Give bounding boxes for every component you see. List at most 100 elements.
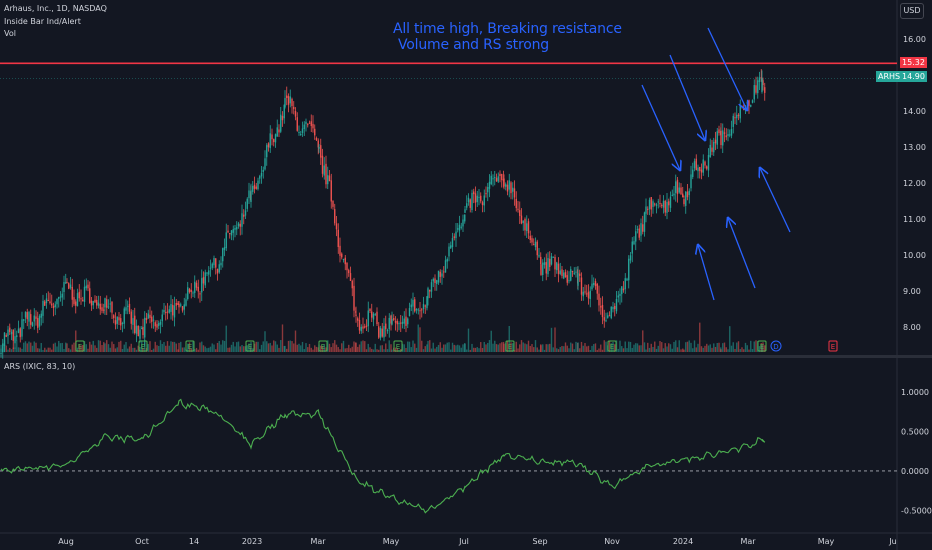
volume-bar	[635, 343, 637, 352]
ars-legend[interactable]: ARS (IXIC, 83, 10)	[4, 362, 76, 371]
volume-legend[interactable]: Vol	[4, 29, 16, 38]
price-candle	[369, 308, 371, 312]
volume-bar	[424, 346, 426, 352]
annotation-line-2[interactable]: Volume and RS strong	[398, 37, 549, 53]
volume-bar	[128, 346, 131, 352]
price-candle	[722, 130, 724, 146]
price-candle	[17, 328, 20, 333]
price-candle	[80, 298, 82, 300]
price-candle	[246, 198, 248, 209]
volume-bar	[394, 347, 397, 352]
price-candle	[444, 260, 447, 273]
price-candle	[211, 263, 213, 268]
volume-bar	[741, 347, 743, 352]
price-candle	[7, 329, 9, 337]
price-candle	[40, 313, 42, 318]
volume-bar	[545, 344, 547, 352]
volume-bar	[432, 342, 434, 352]
time-axis-label: Nov	[604, 537, 620, 546]
event-marker: E	[318, 340, 328, 352]
price-candle	[241, 213, 243, 227]
currency-button[interactable]: USD	[900, 3, 924, 19]
volume-bar	[753, 341, 755, 352]
price-candle	[671, 194, 673, 196]
volume-bar	[559, 347, 561, 352]
price-candle	[125, 307, 127, 311]
volume-bar	[152, 348, 155, 352]
volume-bar	[668, 343, 670, 352]
volume-bar	[622, 348, 625, 352]
indicator-legend[interactable]: Inside Bar Ind/Alert	[4, 17, 81, 26]
price-candle	[718, 129, 720, 134]
volume-bar	[561, 346, 563, 352]
price-candle	[202, 277, 205, 284]
volume-bar	[628, 341, 630, 352]
volume-bar	[460, 347, 462, 352]
price-candle	[276, 127, 278, 137]
volume-bar	[243, 346, 245, 352]
volume-bar	[448, 342, 450, 352]
volume-bar	[334, 340, 336, 352]
time-axis-label: Mar	[740, 537, 756, 546]
volume-bar	[510, 342, 512, 352]
price-candle	[135, 325, 138, 334]
volume-bar	[284, 345, 286, 352]
price-candle	[510, 182, 512, 194]
volume-bar	[371, 348, 373, 352]
price-candle	[741, 105, 743, 107]
price-candle	[508, 180, 510, 190]
price-scale-label: 16.00	[903, 35, 926, 44]
price-candle	[75, 301, 77, 306]
volume-bar	[260, 344, 263, 352]
volume-bar	[142, 348, 144, 352]
price-candle	[300, 133, 302, 135]
price-candle	[10, 331, 13, 335]
volume-bar	[61, 342, 63, 352]
event-marker-label: E	[78, 343, 82, 351]
price-candle	[401, 321, 404, 324]
volume-bar	[73, 342, 75, 352]
price-candle	[152, 319, 155, 321]
price-candle	[503, 178, 505, 187]
volume-bar	[87, 348, 89, 352]
volume-bar	[675, 340, 677, 352]
volume-bar	[480, 342, 482, 352]
price-candle	[213, 257, 215, 266]
price-candle	[739, 105, 741, 119]
volume-bar	[515, 341, 517, 352]
price-candle	[330, 180, 332, 202]
price-candle	[225, 232, 227, 249]
price-candle	[522, 220, 524, 224]
price-candle	[201, 278, 203, 293]
volume-bar	[180, 341, 182, 352]
volume-bar	[469, 349, 471, 352]
volume-bar	[702, 347, 704, 352]
price-candle	[5, 335, 7, 337]
symbol-legend[interactable]: Arhaus, Inc., 1D, NASDAQ	[4, 4, 107, 13]
volume-bar	[600, 344, 602, 352]
price-candle	[87, 284, 89, 289]
volume-bar	[462, 344, 464, 352]
volume-bar	[216, 342, 219, 352]
volume-bar	[495, 344, 498, 352]
volume-bar	[410, 347, 412, 352]
volume-bar	[695, 347, 697, 352]
price-candle	[294, 111, 297, 117]
annotation-line-1[interactable]: All time high, Breaking resistance	[393, 21, 622, 37]
volume-bar	[372, 349, 375, 352]
price-candle	[603, 317, 605, 321]
volume-bar	[621, 346, 623, 352]
price-candle	[89, 288, 91, 303]
volume-bar	[636, 343, 639, 352]
volume-bar	[453, 344, 455, 352]
price-candle	[474, 193, 477, 203]
price-candle	[652, 201, 654, 207]
volume-bar	[645, 349, 647, 352]
volume-bar	[250, 342, 252, 352]
volume-bar	[259, 349, 261, 352]
price-candle	[149, 314, 151, 318]
price-candle	[682, 193, 684, 198]
volume-bar	[403, 344, 405, 352]
volume-bar	[492, 343, 494, 352]
